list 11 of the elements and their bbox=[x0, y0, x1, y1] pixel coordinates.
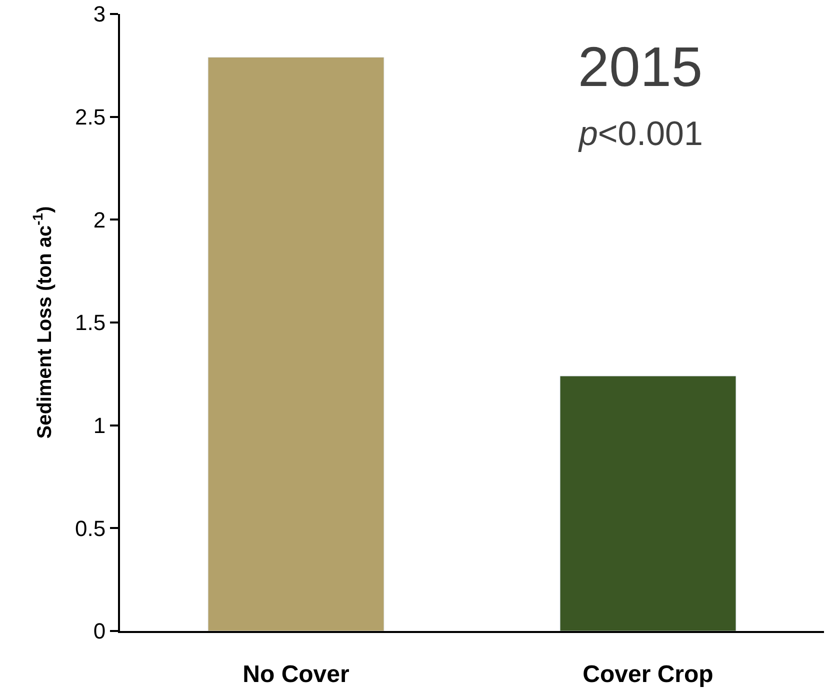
y-tick-label: 1 bbox=[93, 413, 106, 438]
y-tick-label: 0 bbox=[93, 618, 106, 644]
y-tick-label: 2.5 bbox=[75, 104, 106, 130]
y-tick-label: 1.5 bbox=[75, 310, 106, 336]
y-tick-label: 2 bbox=[93, 207, 106, 232]
x-tick-label: Cover Crop bbox=[582, 660, 714, 688]
annotation: 2015 bbox=[578, 35, 703, 98]
y-tick-label: 0.5 bbox=[75, 516, 106, 541]
y-tick-label: 3 bbox=[93, 2, 106, 27]
x-tick-label: No Cover bbox=[242, 660, 350, 688]
annotation: p<0.001 bbox=[578, 115, 703, 153]
